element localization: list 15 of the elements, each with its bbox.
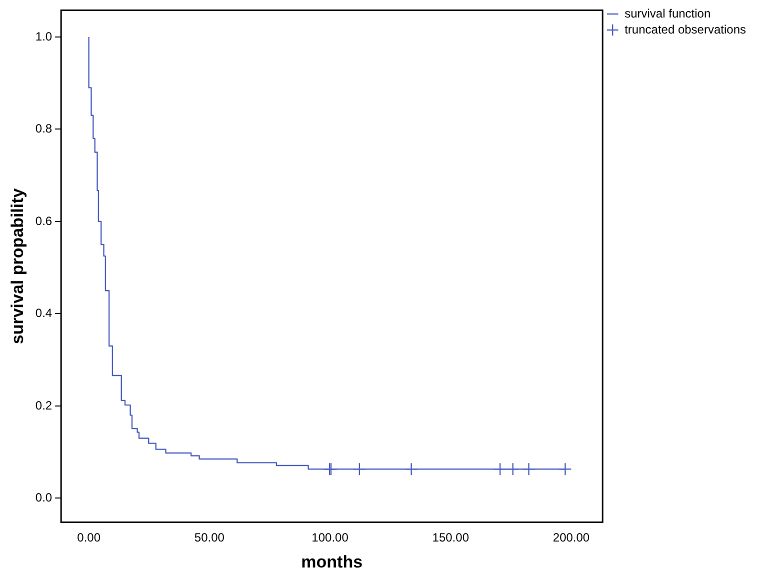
x-tick-label: 100.00	[312, 530, 349, 545]
x-tick-label: 0.00	[77, 530, 101, 545]
y-tick-label: 1.0	[35, 29, 52, 44]
x-axis-title: months	[301, 552, 363, 572]
y-tick-label: 0.0	[35, 490, 52, 505]
legend-label: survival function	[624, 6, 711, 20]
legend-label: truncated observations	[624, 22, 746, 36]
x-tick-label: 150.00	[432, 530, 470, 545]
x-tick-label: 50.00	[194, 530, 225, 545]
y-axis-title: survival propability	[8, 188, 27, 344]
x-tick-label: 200.00	[552, 530, 590, 545]
y-tick-label: 0.4	[35, 306, 52, 320]
y-tick-label: 0.6	[35, 214, 52, 228]
y-tick-label: 0.2	[35, 398, 52, 412]
y-tick-label: 0.8	[35, 122, 52, 136]
